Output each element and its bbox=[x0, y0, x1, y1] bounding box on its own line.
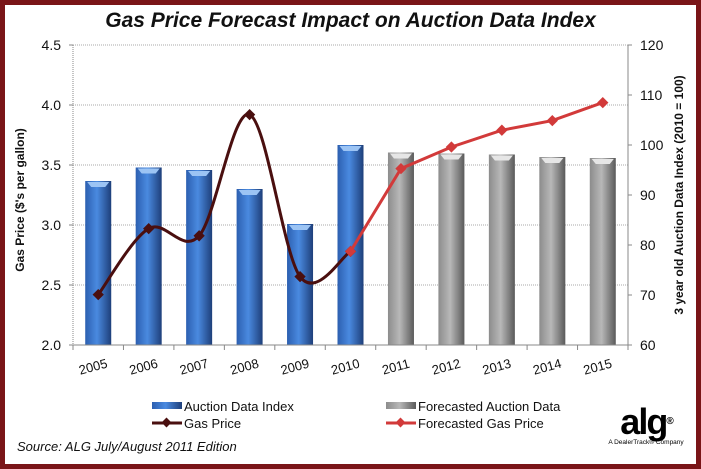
bar-highlight bbox=[541, 158, 564, 163]
left-tick-label: 3.5 bbox=[42, 157, 62, 173]
bar-highlight bbox=[389, 153, 412, 159]
x-tick-label: 2005 bbox=[77, 356, 109, 378]
bar bbox=[589, 158, 616, 345]
x-tick-label: 2015 bbox=[582, 356, 614, 378]
x-tick-label: 2009 bbox=[279, 356, 311, 378]
legend-label: Gas Price bbox=[184, 416, 241, 431]
line-marker bbox=[546, 114, 558, 127]
left-tick-label: 2.0 bbox=[42, 337, 62, 353]
line-marker bbox=[597, 96, 609, 109]
line-marker bbox=[344, 245, 357, 258]
x-tick-label: 2012 bbox=[430, 356, 462, 378]
right-axis-title: 3 year old Auction Data Index (2010 = 10… bbox=[672, 75, 686, 314]
legend-item: Forecasted Gas Price bbox=[386, 416, 544, 431]
bar-highlight bbox=[591, 159, 614, 164]
bar-highlight bbox=[440, 154, 463, 160]
bar bbox=[85, 181, 112, 345]
bar-highlight bbox=[188, 171, 211, 176]
right-tick-label: 70 bbox=[640, 287, 656, 303]
left-tick-label: 4.0 bbox=[42, 97, 62, 113]
legend-item: Auction Data Index bbox=[152, 399, 294, 414]
right-tick-label: 100 bbox=[640, 137, 664, 153]
legend-item: Forecasted Auction Data bbox=[386, 399, 561, 414]
x-tick-label: 2013 bbox=[481, 356, 513, 378]
x-tick-label: 2010 bbox=[329, 356, 361, 378]
bar-highlight bbox=[339, 146, 362, 151]
legend-marker bbox=[161, 417, 172, 428]
bar bbox=[337, 145, 364, 345]
right-tick-label: 120 bbox=[640, 37, 664, 53]
right-tick-label: 60 bbox=[640, 337, 656, 353]
legend-item: Gas Price bbox=[152, 416, 241, 431]
bar bbox=[438, 153, 465, 345]
legend-label: Forecasted Gas Price bbox=[418, 416, 544, 431]
legend-swatch bbox=[386, 402, 416, 409]
logo-registered: ® bbox=[666, 416, 674, 427]
line-marker bbox=[395, 162, 407, 175]
x-tick-label: 2011 bbox=[380, 356, 411, 378]
x-tick-label: 2014 bbox=[531, 356, 563, 378]
forecast-gas-line bbox=[349, 101, 604, 253]
left-tick-label: 2.5 bbox=[42, 277, 62, 293]
left-axis-title: Gas Price ($'s per gallon) bbox=[13, 128, 27, 272]
bar bbox=[135, 167, 162, 345]
x-tick-label: 2008 bbox=[229, 356, 261, 378]
bar bbox=[287, 224, 314, 345]
line-marker bbox=[445, 141, 458, 153]
line-marker bbox=[193, 230, 205, 242]
legend-swatch bbox=[152, 402, 182, 409]
bar-highlight bbox=[490, 155, 513, 161]
x-tick-label: 2007 bbox=[178, 356, 210, 378]
line-marker bbox=[294, 270, 306, 283]
bar-highlight bbox=[238, 190, 261, 195]
bar-highlight bbox=[87, 182, 110, 187]
bar-highlight bbox=[137, 168, 160, 174]
right-tick-label: 80 bbox=[640, 237, 656, 253]
left-tick-label: 3.0 bbox=[42, 217, 62, 233]
line-marker bbox=[143, 222, 155, 235]
chart-title: Gas Price Forecast Impact on Auction Dat… bbox=[105, 9, 596, 32]
bar bbox=[539, 157, 566, 345]
x-tick-label: 2006 bbox=[128, 356, 160, 378]
legend-label: Auction Data Index bbox=[184, 399, 294, 414]
bar bbox=[186, 170, 213, 345]
line-marker bbox=[496, 124, 508, 136]
alg-logo: alg® A DealerTrack® Company bbox=[606, 404, 686, 447]
left-tick-label: 4.5 bbox=[42, 37, 62, 53]
source-note: Source: ALG July/August 2011 Edition bbox=[17, 439, 237, 454]
logo-text: alg bbox=[620, 401, 668, 442]
legend-label: Forecasted Auction Data bbox=[418, 399, 561, 414]
right-tick-label: 110 bbox=[640, 87, 663, 103]
bar bbox=[236, 189, 263, 345]
right-tick-label: 90 bbox=[640, 187, 656, 203]
bar-highlight bbox=[289, 225, 312, 230]
logo-tagline: A DealerTrack® Company bbox=[608, 439, 684, 446]
legend-marker bbox=[395, 417, 406, 428]
bar bbox=[488, 154, 515, 345]
